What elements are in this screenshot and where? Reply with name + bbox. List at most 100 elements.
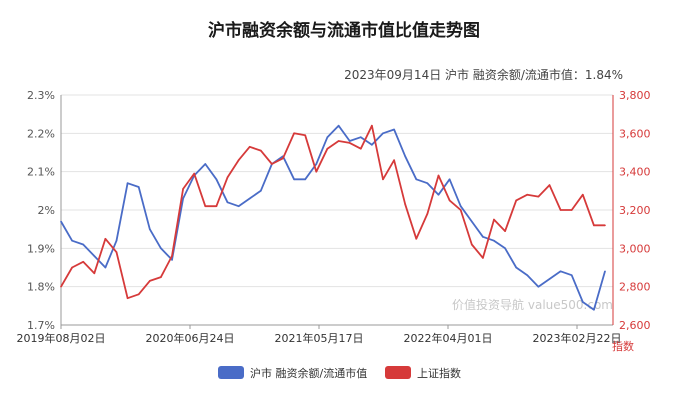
data-point: [581, 193, 584, 196]
data-point: [404, 155, 406, 158]
data-point: [226, 176, 229, 179]
data-point: [104, 237, 107, 240]
x-tick-label: 2021年05月17日: [275, 331, 364, 345]
data-point: [215, 205, 218, 207]
data-point: [82, 260, 85, 263]
data-point: [393, 128, 395, 131]
right-tick-label: 3,400: [619, 166, 651, 179]
legend-item[interactable]: 上证指数: [385, 366, 461, 380]
data-point: [71, 239, 73, 242]
data-point: [404, 203, 406, 206]
data-point: [326, 147, 329, 150]
data-point: [548, 184, 551, 186]
data-point: [60, 285, 62, 288]
data-point: [204, 205, 207, 207]
data-point: [171, 259, 173, 261]
data-point: [93, 255, 96, 257]
data-point: [459, 209, 462, 211]
data-point: [315, 163, 318, 165]
data-point: [470, 220, 473, 223]
data-point: [393, 159, 395, 161]
legend[interactable]: 沪市 融资余额/流通市值 上证指数: [218, 366, 461, 380]
data-point: [426, 213, 429, 215]
data-point: [304, 178, 307, 181]
data-point: [482, 236, 484, 238]
data-point: [226, 201, 229, 204]
data-point: [182, 197, 184, 200]
left-tick-label: 2%: [38, 204, 55, 217]
data-point: [137, 186, 140, 188]
data-point: [348, 140, 351, 142]
data-point: [426, 182, 429, 184]
data-point: [93, 272, 96, 275]
x-tick-label: 2023年02月22日: [533, 331, 622, 345]
right-tick-label: 2,600: [619, 319, 651, 332]
legend-item[interactable]: 沪市 融资余额/流通市值: [218, 366, 367, 380]
data-point: [493, 239, 495, 242]
data-point: [160, 276, 162, 278]
data-point: [260, 190, 262, 192]
data-point: [204, 163, 207, 165]
left-tick-label: 2.1%: [27, 166, 55, 179]
data-point: [237, 159, 240, 161]
data-point: [248, 145, 251, 148]
data-point: [260, 149, 262, 152]
right-tick-label: 3,200: [619, 204, 651, 217]
data-point: [71, 266, 73, 269]
series-line: [60, 124, 606, 311]
data-point: [515, 199, 517, 202]
chart-subtitle: 2023年09月14日 沪市 融资余额/流通市值：1.84%: [344, 67, 623, 82]
data-point: [593, 308, 595, 311]
right-axis-label: 指数: [612, 339, 634, 353]
data-point: [415, 237, 418, 240]
data-point: [160, 247, 162, 250]
data-point: [348, 142, 351, 144]
data-point: [604, 224, 606, 227]
series-line: [60, 124, 605, 300]
x-tick-label: 2020年06月24日: [146, 331, 235, 345]
data-point: [126, 182, 129, 184]
data-point: [359, 136, 362, 138]
data-point: [60, 220, 62, 223]
data-point: [515, 266, 517, 269]
chart-title: 沪市融资余额与流通市值比值走势图: [208, 20, 480, 41]
data-point: [337, 140, 340, 142]
data-point: [470, 243, 473, 246]
data-point: [459, 205, 462, 207]
data-point: [570, 274, 573, 276]
legend-label: 沪市 融资余额/流通市值: [250, 366, 367, 380]
data-point: [248, 197, 251, 200]
data-point: [504, 230, 506, 232]
right-tick-label: 3,000: [619, 242, 651, 255]
data-point: [215, 178, 218, 181]
data-point: [548, 278, 551, 280]
data-point: [437, 174, 440, 177]
data-point: [570, 209, 573, 211]
data-point: [537, 285, 540, 288]
data-point: [149, 280, 151, 282]
data-point: [304, 134, 307, 137]
series-0: [60, 124, 606, 311]
data-point: [504, 247, 506, 250]
series-layer: [60, 124, 606, 311]
left-tick-label: 1.7%: [27, 319, 55, 332]
data-point: [604, 270, 606, 273]
legend-swatch: [218, 366, 244, 379]
series-1: [60, 124, 606, 300]
data-point: [293, 178, 295, 181]
left-tick-label: 2.3%: [27, 89, 55, 102]
legend-label: 上证指数: [417, 366, 461, 380]
data-point: [126, 297, 129, 299]
data-point: [593, 224, 595, 227]
data-point: [359, 147, 362, 150]
data-point: [104, 266, 107, 269]
data-point: [237, 205, 240, 207]
watermark: 价值投资导航 value500.com: [452, 297, 613, 312]
left-axis-ticks: 1.7% 1.8% 1.9% 2% 2.1% 2.2% 2.3%: [27, 89, 55, 332]
data-point: [559, 209, 562, 211]
data-point: [482, 257, 484, 259]
grid-lines: [60, 94, 614, 326]
left-tick-label: 2.2%: [27, 127, 55, 140]
data-point: [581, 301, 584, 303]
data-point: [526, 193, 529, 196]
